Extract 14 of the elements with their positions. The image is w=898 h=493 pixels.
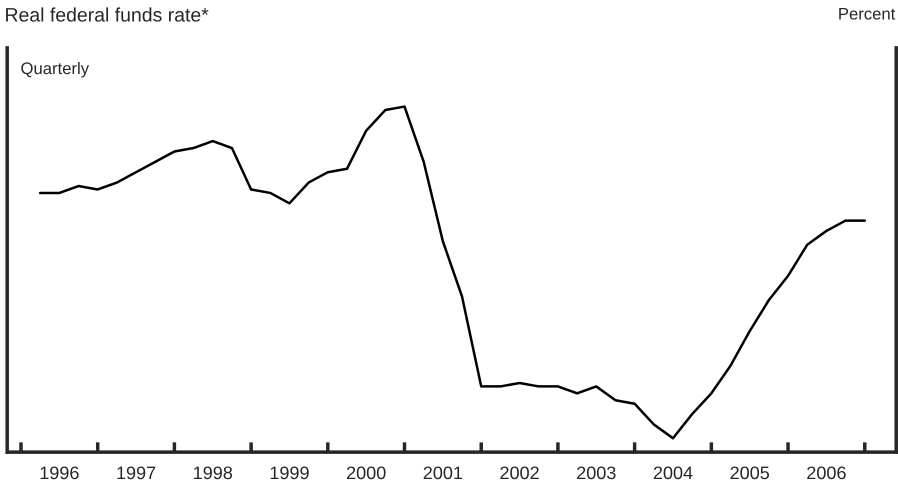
text: Percent [839,8,896,20]
x-tick-label: 1998 [194,466,232,480]
x-tick-label: 1996 [40,466,79,480]
chart-title: Real federal funds rate* [6,7,208,22]
x-tick-label: 1997 [117,466,156,480]
x-tick-label: 2001 [424,466,462,480]
x-tick-label: 2003 [577,466,616,480]
x-tick-label: 2005 [730,466,770,480]
x-tick-label: 2004 [654,466,693,480]
x-tick-label: 2000 [346,466,386,480]
x-tick-label: 2002 [500,466,539,480]
text: Quarterly [21,62,90,78]
x-tick-label: 1999 [270,466,309,480]
x-tick-label: 2006 [807,466,846,480]
